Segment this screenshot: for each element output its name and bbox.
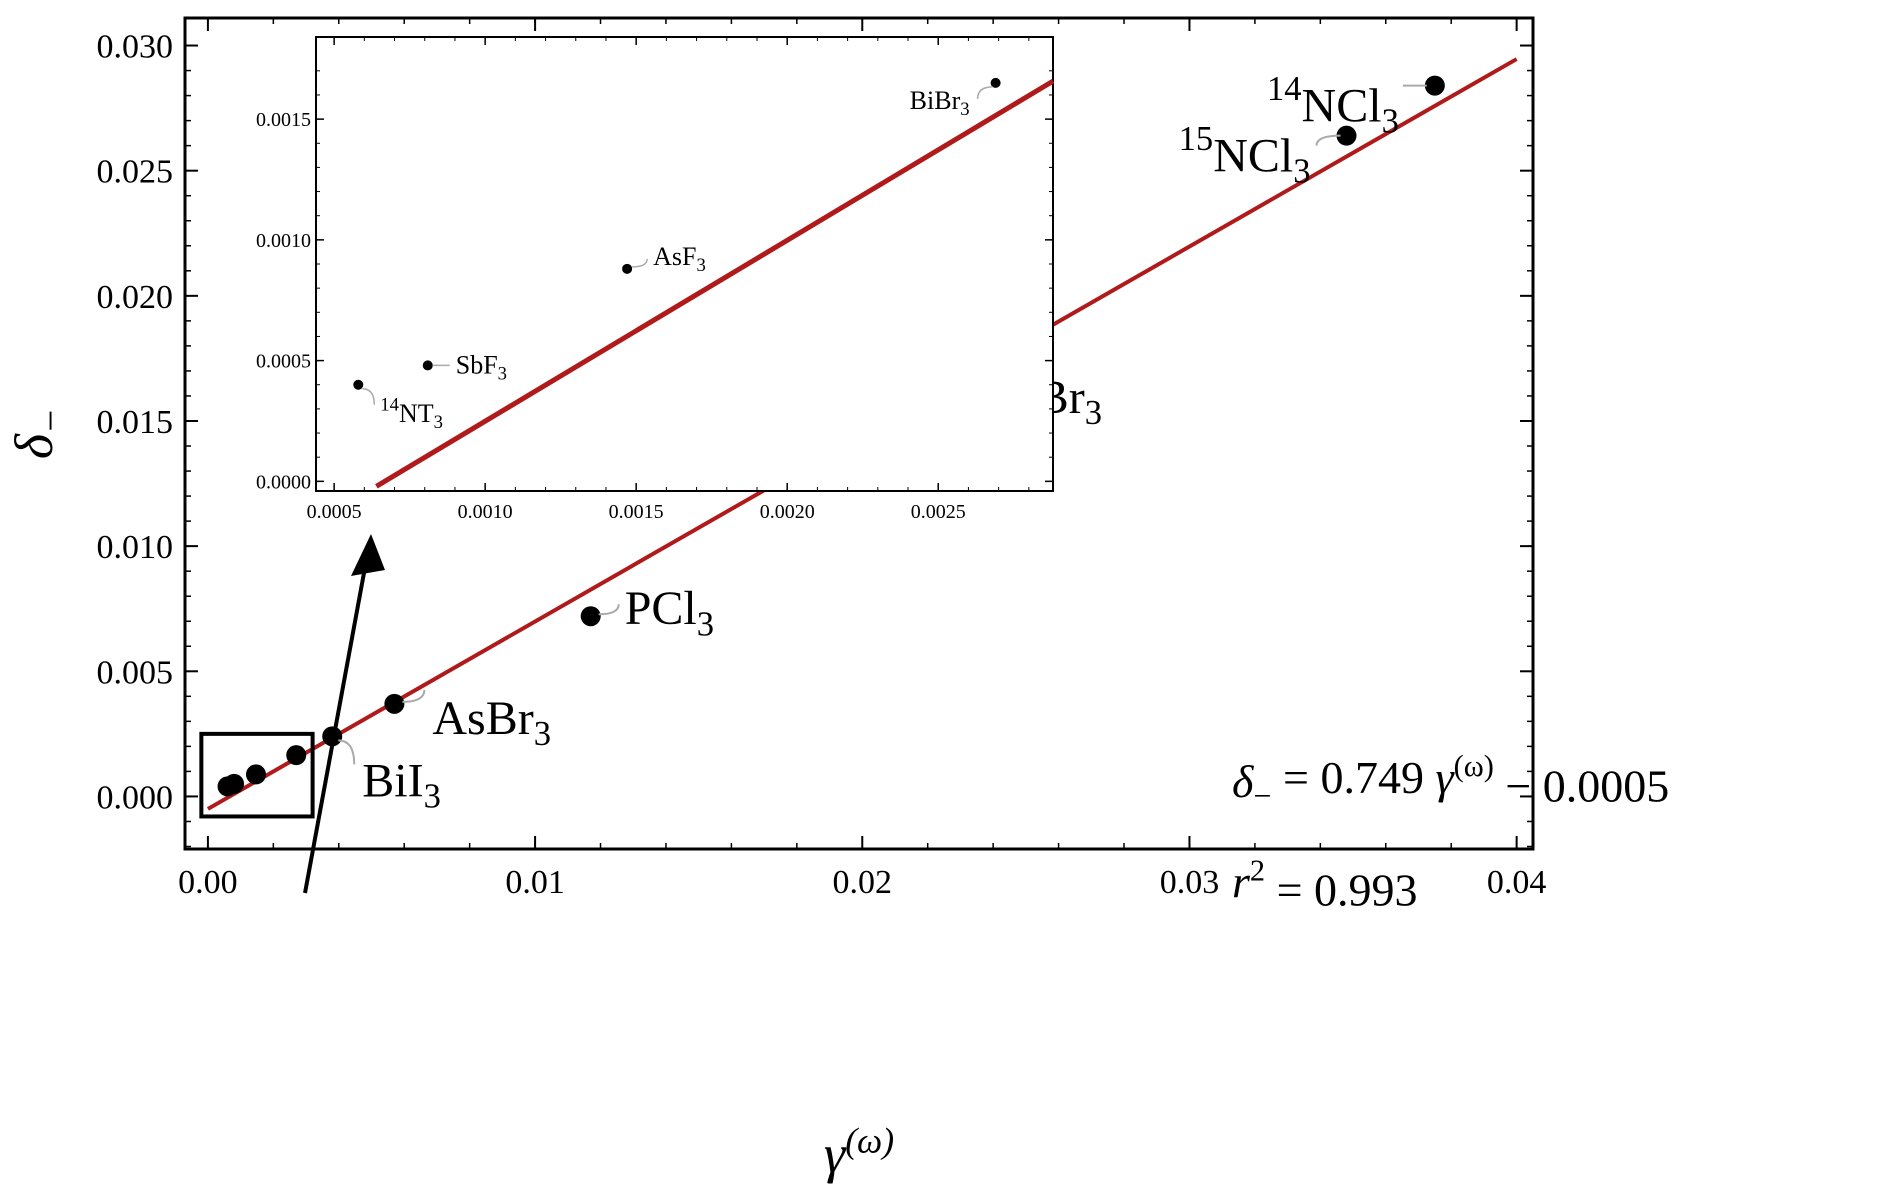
x-tick-label: 0.04 [1487,864,1547,901]
inset-data-point [990,77,1001,88]
y-tick-label: 0.015 [97,404,174,441]
inset-frame [315,36,1054,492]
x-tick-label: 0.02 [833,864,893,901]
data-point [286,745,307,766]
data-point [384,693,405,714]
y-tick-label: 0.020 [97,279,174,316]
label-leader [598,604,620,616]
inset-y-tick-label: 0.0015 [256,109,311,131]
label-leader [1315,134,1341,146]
x-tick-label: 0.00 [178,864,238,901]
inset-fit-line [375,79,1055,489]
inset-label-leader [976,86,993,99]
y-tick-label: 0.010 [97,529,174,566]
inset-data-point [353,379,364,390]
zoom-arrow [303,561,368,894]
inset-point-label: SbF3 [456,350,507,384]
inset-label-leader [362,387,376,405]
y-tick-label: 0.005 [97,654,174,691]
inset-data-point [622,263,633,274]
point-label: BiI3 [362,754,441,815]
y-tick-label: 0.030 [97,29,174,66]
data-point [580,606,601,627]
fit-equation: δ− = 0.749 γ(ω) − 0.0005 [1232,749,1669,813]
x-axis-title: γ(ω) [824,1120,894,1184]
y-tick-label: 0.000 [97,779,174,816]
inset-y-tick-label: 0.0000 [256,471,311,493]
data-point [1336,125,1357,146]
inset-x-tick-label: 0.0005 [307,501,362,523]
point-label: PCl3 [625,582,714,643]
x-tick-label: 0.01 [505,864,565,901]
point-label: 14NCl3 [1267,70,1399,141]
label-leader [338,739,356,765]
data-point [245,764,266,785]
zoom-box [199,731,315,819]
inset-y-tick-label: 0.0005 [256,351,311,373]
y-tick-label: 0.025 [97,154,174,191]
inset-label-leader [632,258,648,268]
main-plot: 0.00 0.01 0.02 0.03 0.04 0.000 0.005 0.010 0.015… [4,16,1669,1184]
point-label: 15NCl3 [1179,120,1311,191]
inset-x-tick-label: 0.0015 [609,501,664,523]
inset-x-tick-label: 0.0025 [911,501,966,523]
r-squared: r2 = 0.993 [1232,853,1418,915]
inset-data-point [422,360,433,371]
inset-point-label: BiBr3 [910,86,970,120]
point-label: AsBr3 [432,692,551,753]
data-point [224,773,245,794]
inset-point-label: AsF3 [653,242,706,276]
inset-x-tick-label: 0.0020 [760,501,815,523]
overlay [303,534,385,894]
data-point [1424,75,1445,96]
inset-y-tick-label: 0.0010 [256,230,311,252]
inset-plot: 0.0005 0.0010 0.0015 0.0020 0.0025 0.0000 0.00… [256,36,1055,523]
x-tick-label: 0.03 [1160,864,1220,901]
plot-frame [183,16,1535,851]
inset-x-tick-label: 0.0010 [458,501,513,523]
y-axis-title: δ− [4,408,73,459]
inset-point-label: 14NT3 [380,394,443,433]
label-leader [402,689,426,703]
zoom-arrow-head [351,534,385,576]
